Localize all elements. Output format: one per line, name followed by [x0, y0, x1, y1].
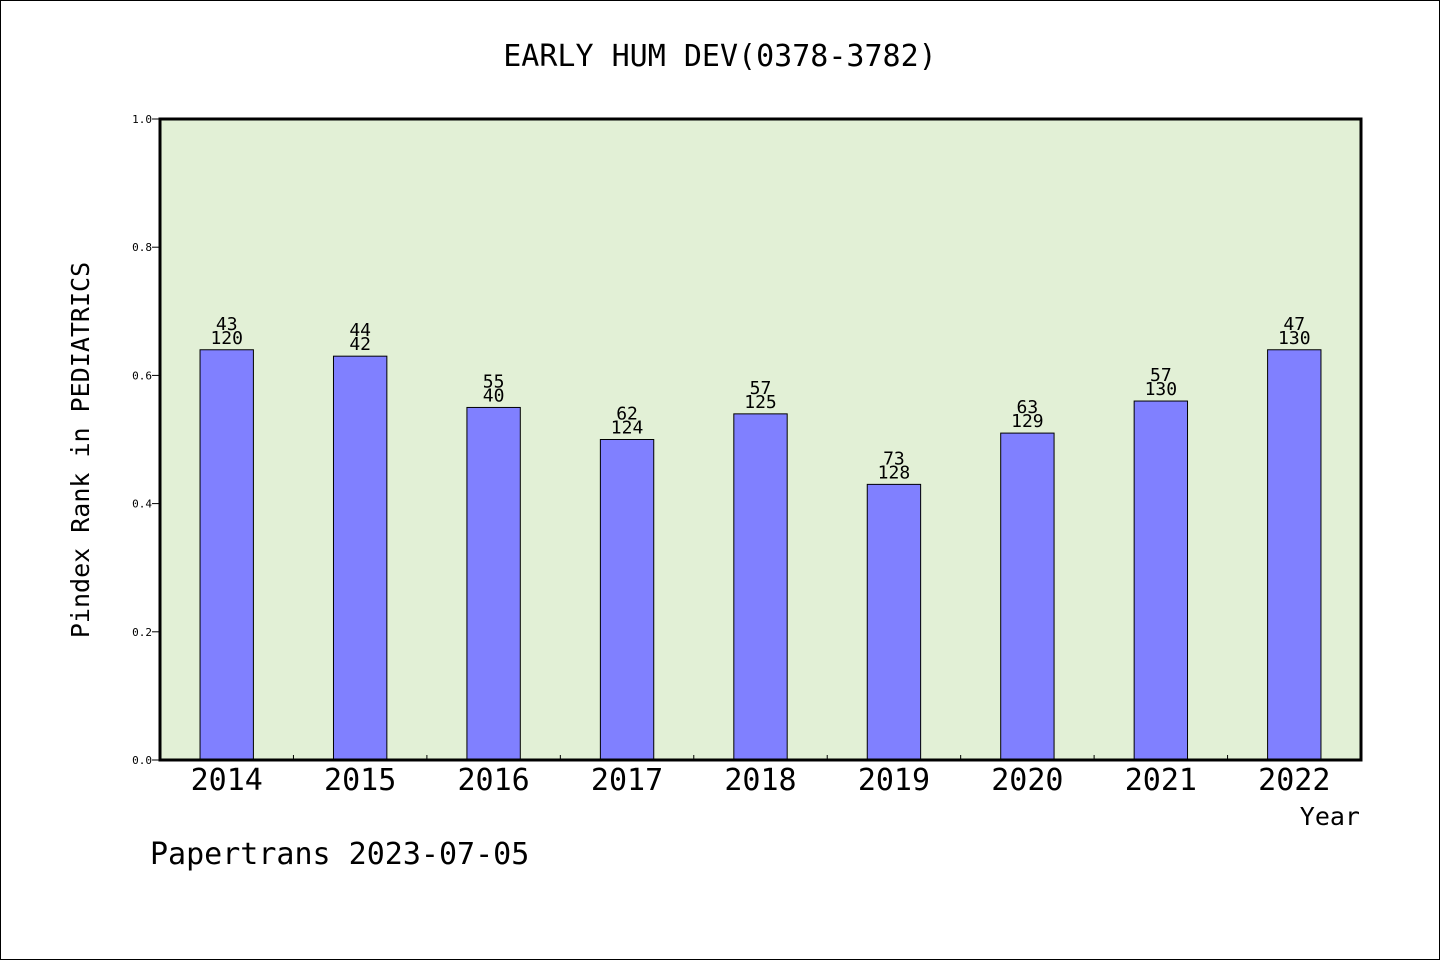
plot-border	[158, 117, 1363, 762]
x-tick-label: 2019	[858, 763, 930, 798]
x-tick-label: 2020	[991, 763, 1063, 798]
data-label-top: 47	[1283, 314, 1305, 335]
x-tick-label: 2018	[724, 763, 796, 798]
y-tick-label: 0.2	[132, 626, 152, 639]
data-label-bottom: 42	[349, 334, 371, 355]
data-label-bottom: 124	[611, 418, 644, 439]
y-axis: 0.0 0.2 0.4 0.6 0.8 1.0	[132, 113, 160, 767]
y-tick-label: 0.8	[132, 241, 152, 254]
x-axis-label: Year	[1300, 802, 1360, 831]
bar-2019	[866, 483, 922, 761]
x-tick-label: 2015	[324, 763, 396, 798]
data-label-bottom: 128	[878, 462, 911, 483]
y-tick-label: 0.6	[132, 369, 152, 382]
y-axis-label: Pindex Rank in PEDIATRICS	[66, 262, 95, 638]
chart-title: EARLY HUM DEV(0378-3782)	[503, 39, 936, 74]
bar-2014	[199, 349, 254, 761]
x-tick-label: 2014	[191, 763, 263, 798]
data-label-top: 63	[1017, 397, 1039, 418]
data-label-top: 73	[883, 448, 905, 469]
footer-watermark: Papertrans 2023-07-05	[150, 837, 529, 872]
bar-2017	[599, 439, 655, 761]
bar-2020	[1000, 432, 1055, 761]
x-tick-label: 2017	[591, 763, 663, 798]
bar-2022	[1267, 349, 1322, 761]
x-axis: 2014 2015 2016 2017 2018 2019 2020 2021 2022	[191, 755, 1330, 798]
data-label-top: 55	[483, 371, 505, 392]
bar-2018	[733, 413, 788, 761]
data-label-top: 62	[616, 404, 638, 425]
y-tick-label: 1.0	[132, 113, 152, 126]
bar-2015	[332, 355, 388, 761]
x-tick-label: 2016	[457, 763, 529, 798]
data-label-bottom: 130	[1145, 379, 1178, 400]
data-label-bottom: 129	[1011, 411, 1044, 432]
data-label-bottom: 130	[1278, 328, 1311, 349]
data-label-top: 57	[1150, 365, 1172, 386]
data-label-bottom: 125	[744, 392, 777, 413]
data-label-top: 57	[750, 378, 772, 399]
data-label-top: 43	[216, 314, 238, 335]
data-label-bottom: 120	[210, 328, 243, 349]
bars-layer	[199, 349, 1322, 761]
y-tick-label: 0.4	[132, 498, 152, 511]
y-tick-label: 0.0	[132, 754, 152, 767]
x-tick-label: 2022	[1258, 763, 1330, 798]
data-label-top: 44	[349, 320, 371, 341]
bar-2016	[466, 406, 521, 761]
data-label-bottom: 40	[483, 385, 505, 406]
bar-2021	[1133, 400, 1189, 761]
x-tick-label: 2021	[1125, 763, 1197, 798]
